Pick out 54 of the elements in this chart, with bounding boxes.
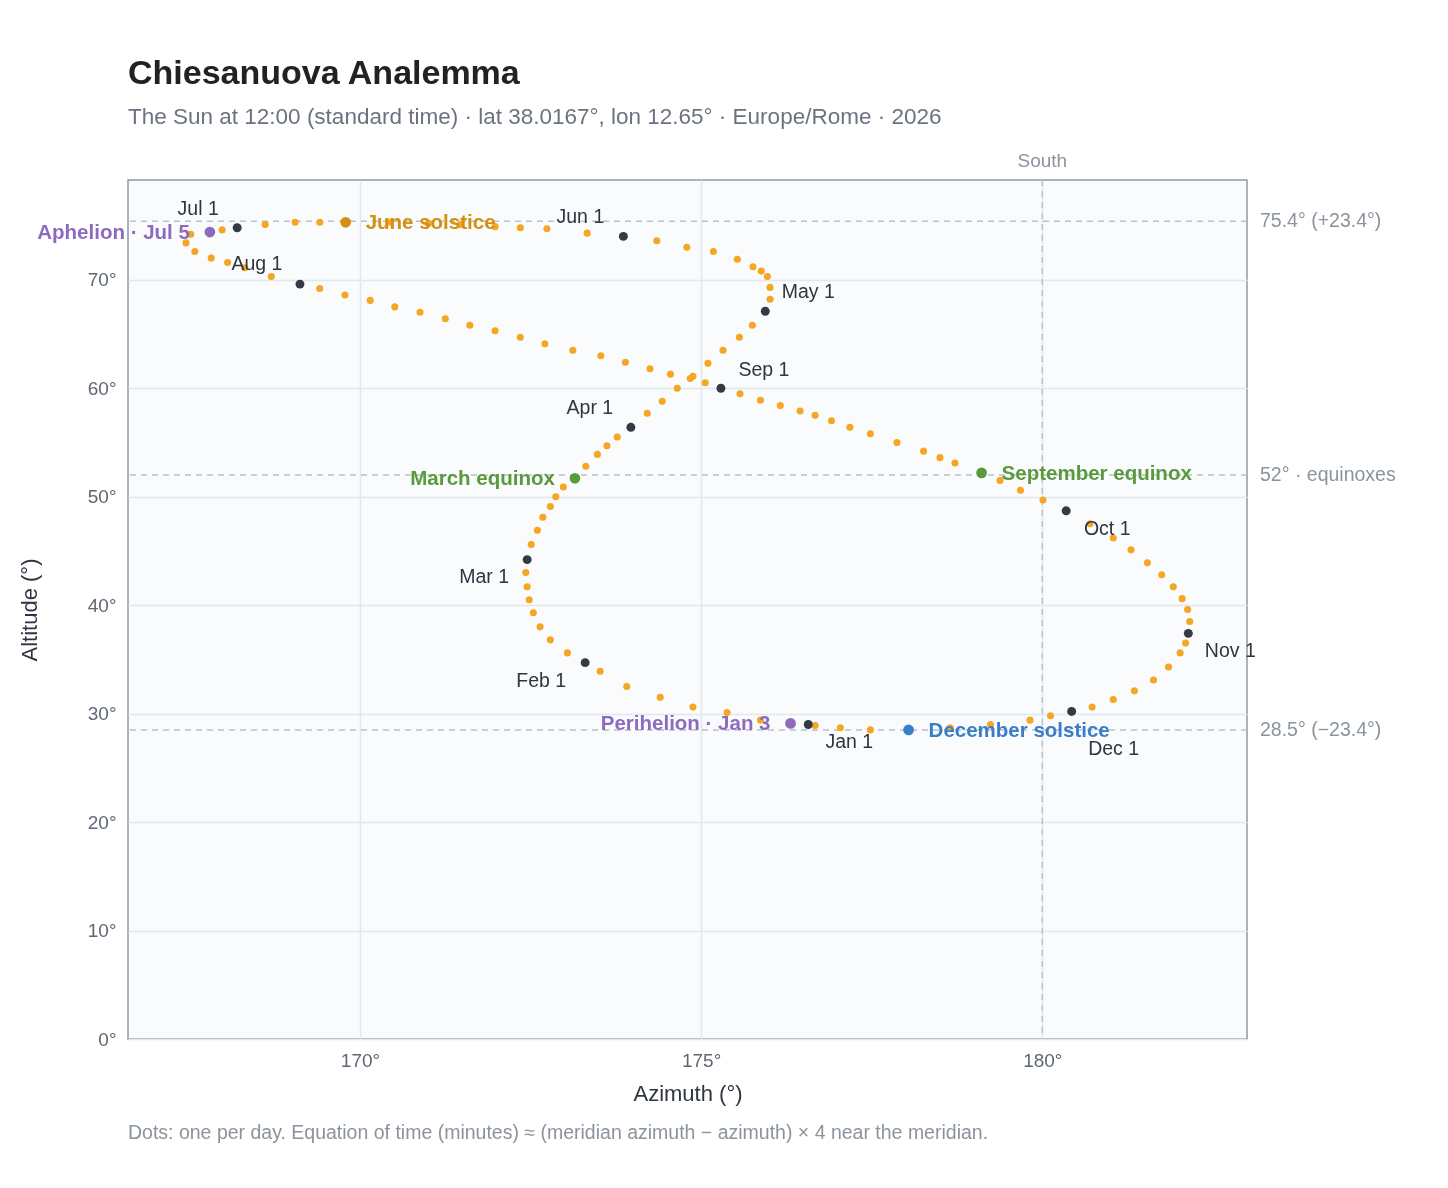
text: Dots: one per day. Equation of time (minutes) ≈ (meridian azimuth − azimuth) × 4 near the meridian. bbox=[128, 1121, 989, 1143]
point bbox=[760, 306, 770, 316]
annotation: Mar 1 bbox=[459, 564, 510, 587]
annotation: Nov 1 bbox=[1204, 639, 1256, 662]
annotation: May 1 bbox=[781, 280, 835, 303]
series-label: Perihelion · Jan 3 bbox=[600, 711, 771, 735]
annotation: Jun 1 bbox=[556, 205, 605, 228]
y-axis-title: Altitude (°) bbox=[16, 558, 42, 662]
x-tick-label: 175° bbox=[681, 1049, 722, 1071]
annotation: Jul 1 bbox=[177, 196, 219, 219]
point bbox=[626, 422, 636, 432]
annotation: Feb 1 bbox=[516, 668, 567, 691]
point bbox=[340, 216, 352, 228]
point bbox=[569, 472, 581, 484]
series-label: June solstice bbox=[365, 210, 496, 234]
annotation: Jan 1 bbox=[825, 730, 874, 753]
annotation: Apr 1 bbox=[566, 396, 614, 419]
y-tick-label: 60° bbox=[87, 377, 117, 399]
annotation: Sep 1 bbox=[738, 358, 790, 381]
y-tick-label: 40° bbox=[87, 594, 117, 616]
x-tick-label: 170° bbox=[340, 1049, 381, 1071]
point bbox=[1183, 628, 1193, 638]
point bbox=[618, 231, 628, 241]
ref-line-label: 52° · equinoxes bbox=[1260, 463, 1396, 486]
point bbox=[232, 223, 242, 233]
point bbox=[903, 724, 914, 736]
series-label: Aphelion · Jul 5 bbox=[37, 220, 190, 244]
chart-title: Chiesanuova Analemma bbox=[128, 52, 521, 91]
x-tick-label: 180° bbox=[1023, 1049, 1063, 1071]
point bbox=[295, 279, 305, 289]
annotation: Oct 1 bbox=[1083, 516, 1131, 539]
point bbox=[204, 226, 216, 238]
x-axis-title: Azimuth (°) bbox=[633, 1080, 743, 1106]
ref-line-label: South bbox=[1017, 150, 1068, 171]
ref-line-label: 28.5° (−23.4°) bbox=[1260, 717, 1382, 740]
point bbox=[716, 383, 726, 393]
y-tick-label: 0° bbox=[98, 1028, 117, 1050]
y-tick-label: 10° bbox=[87, 920, 117, 942]
chart-subtitle: The Sun at 12:00 (standard time) · lat 38.0167°, lon 12.65° · Europe/Rome · 2026 bbox=[128, 103, 942, 129]
point bbox=[1067, 706, 1077, 716]
series-label: September equinox bbox=[1001, 460, 1193, 484]
point bbox=[785, 718, 796, 729]
y-tick-label: 20° bbox=[87, 811, 117, 833]
ref-line-label: 75.4° (+23.4°) bbox=[1260, 209, 1382, 232]
point bbox=[1061, 506, 1071, 516]
y-tick-label: 70° bbox=[87, 269, 117, 291]
point bbox=[580, 658, 590, 668]
y-tick-label: 30° bbox=[87, 703, 117, 725]
y-tick-label: 50° bbox=[87, 486, 117, 508]
series-label: March equinox bbox=[410, 466, 556, 490]
annotation: Aug 1 bbox=[231, 252, 283, 275]
point bbox=[803, 720, 813, 729]
point bbox=[976, 467, 987, 479]
point bbox=[522, 555, 532, 565]
